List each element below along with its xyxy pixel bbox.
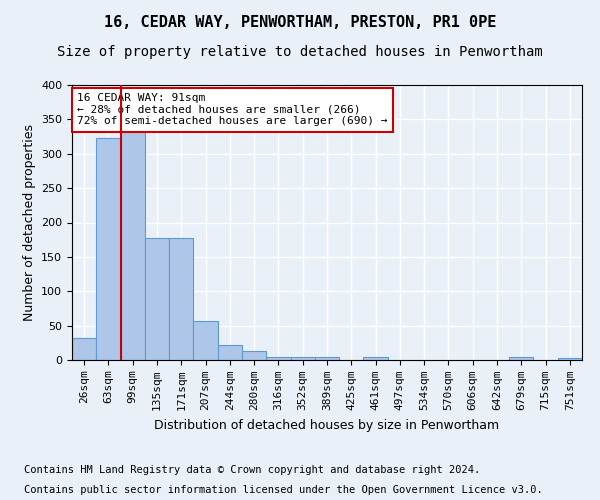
Bar <box>558 358 582 360</box>
Bar <box>242 351 266 360</box>
Bar <box>121 130 145 360</box>
Y-axis label: Number of detached properties: Number of detached properties <box>23 124 35 321</box>
Bar <box>169 238 193 360</box>
Bar <box>315 356 339 360</box>
Bar <box>193 321 218 360</box>
Bar <box>364 357 388 360</box>
Bar <box>145 238 169 360</box>
Text: Contains HM Land Registry data © Crown copyright and database right 2024.: Contains HM Land Registry data © Crown c… <box>24 465 480 475</box>
Text: 16, CEDAR WAY, PENWORTHAM, PRESTON, PR1 0PE: 16, CEDAR WAY, PENWORTHAM, PRESTON, PR1 … <box>104 15 496 30</box>
Bar <box>96 138 121 360</box>
Bar <box>218 345 242 360</box>
Text: Contains public sector information licensed under the Open Government Licence v3: Contains public sector information licen… <box>24 485 543 495</box>
Text: 16 CEDAR WAY: 91sqm
← 28% of detached houses are smaller (266)
72% of semi-detac: 16 CEDAR WAY: 91sqm ← 28% of detached ho… <box>77 93 388 126</box>
Bar <box>290 356 315 360</box>
Bar <box>509 357 533 360</box>
Text: Size of property relative to detached houses in Penwortham: Size of property relative to detached ho… <box>57 45 543 59</box>
X-axis label: Distribution of detached houses by size in Penwortham: Distribution of detached houses by size … <box>154 418 500 432</box>
Bar <box>72 338 96 360</box>
Bar <box>266 356 290 360</box>
